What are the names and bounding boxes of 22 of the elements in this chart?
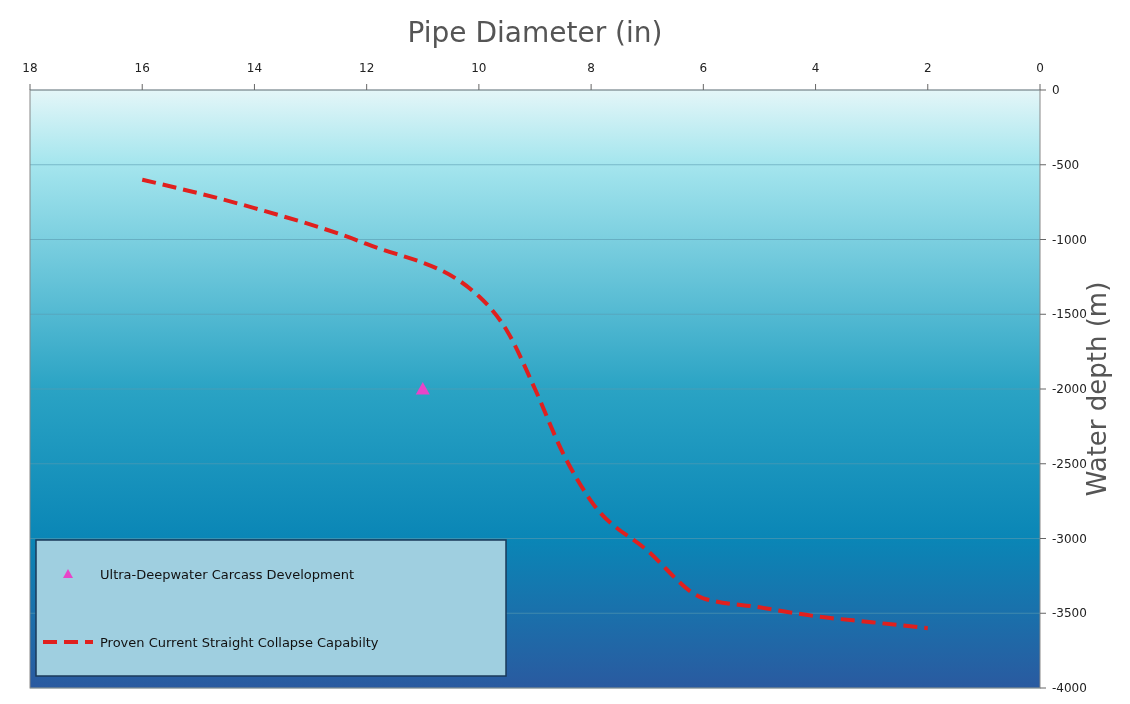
x-tick-label: 10	[471, 61, 487, 75]
x-tick-label: 2	[923, 61, 932, 75]
y-tick-label: -500	[1052, 157, 1080, 172]
legend-label: Proven Current Straight Collapse Capabilty	[100, 635, 379, 650]
y-tick-label: -1000	[1052, 232, 1087, 247]
x-tick-label: 8	[587, 61, 595, 75]
legend-label: Ultra-Deepwater Carcass Development	[100, 567, 355, 582]
x-axis-title: Pipe Diameter (in)	[407, 16, 663, 49]
y-tick-label: 0	[1052, 83, 1060, 97]
x-tick-label: 14	[246, 61, 263, 75]
y-tick-label: -2500	[1052, 456, 1087, 471]
y-tick-label: -2000	[1052, 382, 1087, 396]
y-tick-label: -3500	[1052, 606, 1087, 621]
x-tick-label: 12	[359, 61, 375, 75]
y-tick-label: -1500	[1052, 307, 1087, 322]
x-tick-label: 6	[699, 61, 708, 75]
x-tick-label: 0	[1036, 61, 1044, 75]
x-tick-label: 16	[134, 61, 150, 75]
x-tick-label: 4	[811, 61, 820, 75]
y-tick-label: -3000	[1052, 531, 1087, 546]
y-tick-label: -4000	[1052, 681, 1087, 695]
x-tick-label: 18	[22, 61, 38, 75]
